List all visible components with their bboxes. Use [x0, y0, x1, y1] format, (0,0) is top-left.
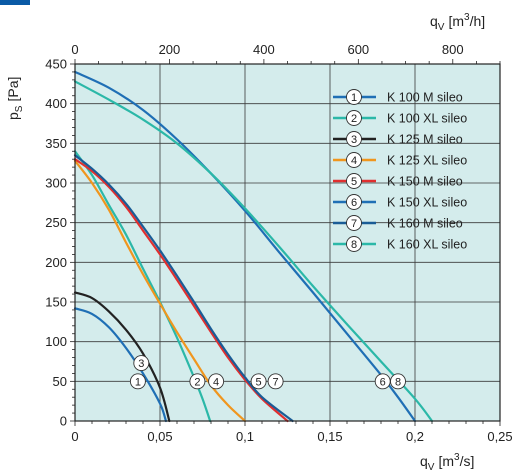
- top-accent-strip: [0, 0, 30, 5]
- legend-marker-number: 6: [351, 197, 357, 209]
- series-marker-7: [267, 373, 284, 390]
- y-tick-label: 250: [45, 215, 67, 230]
- series-marker-3: [133, 355, 150, 372]
- series-line-2: [73, 150, 212, 423]
- x2-tick-label: 0: [71, 42, 78, 57]
- x-tick-label: 0: [71, 429, 78, 444]
- legend-marker-number: 3: [351, 134, 357, 146]
- y-tick-label: 350: [45, 136, 67, 151]
- series-marker-number: 1: [135, 376, 141, 388]
- series-marker-1: [129, 373, 146, 390]
- series-line-1: [73, 307, 168, 423]
- legend-marker-3: [346, 131, 362, 147]
- legend-marker-6: [346, 194, 362, 210]
- x2-tick-label: 200: [159, 42, 181, 57]
- y-tick-label: 200: [45, 255, 67, 270]
- series-marker-8: [390, 373, 406, 390]
- legend-marker-5: [346, 173, 362, 189]
- legend-marker-number: 4: [351, 155, 357, 167]
- legend-marker-2: [346, 110, 362, 126]
- series-marker-number: 4: [213, 376, 219, 388]
- legend-label-6: K 150 XL sileo: [387, 196, 467, 210]
- x2-tick-label: 600: [347, 42, 369, 57]
- legend-marker-number: 8: [351, 239, 357, 251]
- legend-label-5: K 150 M sileo: [387, 175, 463, 189]
- x-tick-label: 0,2: [406, 429, 424, 444]
- series-line-5: [73, 158, 289, 423]
- y-tick-label: 0: [60, 414, 67, 429]
- legend-marker-number: 7: [351, 218, 357, 230]
- y-tick-label: 50: [53, 374, 67, 389]
- y-tick-label: 150: [45, 295, 67, 310]
- x2-axis-title: qV [m3/h]: [430, 12, 485, 33]
- legend-label-8: K 160 XL sileo: [387, 238, 467, 252]
- x2-tick-label: 800: [442, 42, 464, 57]
- series-marker-4: [208, 373, 225, 390]
- legend-label-3: K 125 M sileo: [387, 133, 463, 147]
- series-markers: 1 2 3 4 5 6 7 8: [129, 355, 406, 390]
- series-line-7: [73, 154, 294, 423]
- series-marker-number: 2: [194, 376, 200, 388]
- y-tick-label: 100: [45, 334, 67, 349]
- series-marker-number: 8: [395, 376, 401, 388]
- legend: 1 K 100 M sileo 2 K 100 XL sileo 3 K 125 M si…: [333, 89, 467, 252]
- series-marker-2: [189, 373, 206, 390]
- x2-tick-label: 400: [253, 42, 275, 57]
- legend-label-2: K 100 XL sileo: [387, 112, 467, 126]
- y-tick-label: 450: [45, 57, 67, 72]
- legend-label-1: K 100 M sileo: [387, 91, 463, 105]
- y-tick-label: 300: [45, 176, 67, 191]
- series-marker-5: [250, 373, 267, 390]
- y-tick-label: 400: [45, 96, 67, 111]
- x-tick-label: 0,15: [317, 429, 342, 444]
- y-axis-title: pS[Pa]: [5, 77, 25, 120]
- legend-marker-number: 5: [351, 176, 357, 188]
- x-tick-label: 0,05: [147, 429, 172, 444]
- series-marker-number: 3: [138, 358, 144, 370]
- x-axis-title: qV [m3/s]: [420, 452, 474, 473]
- series-marker-number: 5: [256, 376, 262, 388]
- series-marker-number: 6: [380, 376, 386, 388]
- x-tick-label: 0,1: [236, 429, 254, 444]
- axes: [70, 59, 501, 426]
- legend-label-4: K 125 XL sileo: [387, 154, 467, 168]
- legend-marker-1: [346, 89, 362, 105]
- legend-label-7: K 160 M sileo: [387, 217, 463, 231]
- legend-marker-7: [346, 215, 362, 231]
- legend-marker-number: 2: [351, 113, 357, 125]
- series-line-4: [73, 159, 247, 423]
- x-tick-label: 0,25: [487, 429, 512, 444]
- legend-marker-8: [346, 236, 362, 252]
- series-line-8: [73, 80, 434, 423]
- series-line-3: [73, 291, 171, 423]
- legend-marker-4: [346, 152, 362, 168]
- series-marker-number: 7: [273, 376, 279, 388]
- legend-marker-number: 1: [351, 92, 357, 104]
